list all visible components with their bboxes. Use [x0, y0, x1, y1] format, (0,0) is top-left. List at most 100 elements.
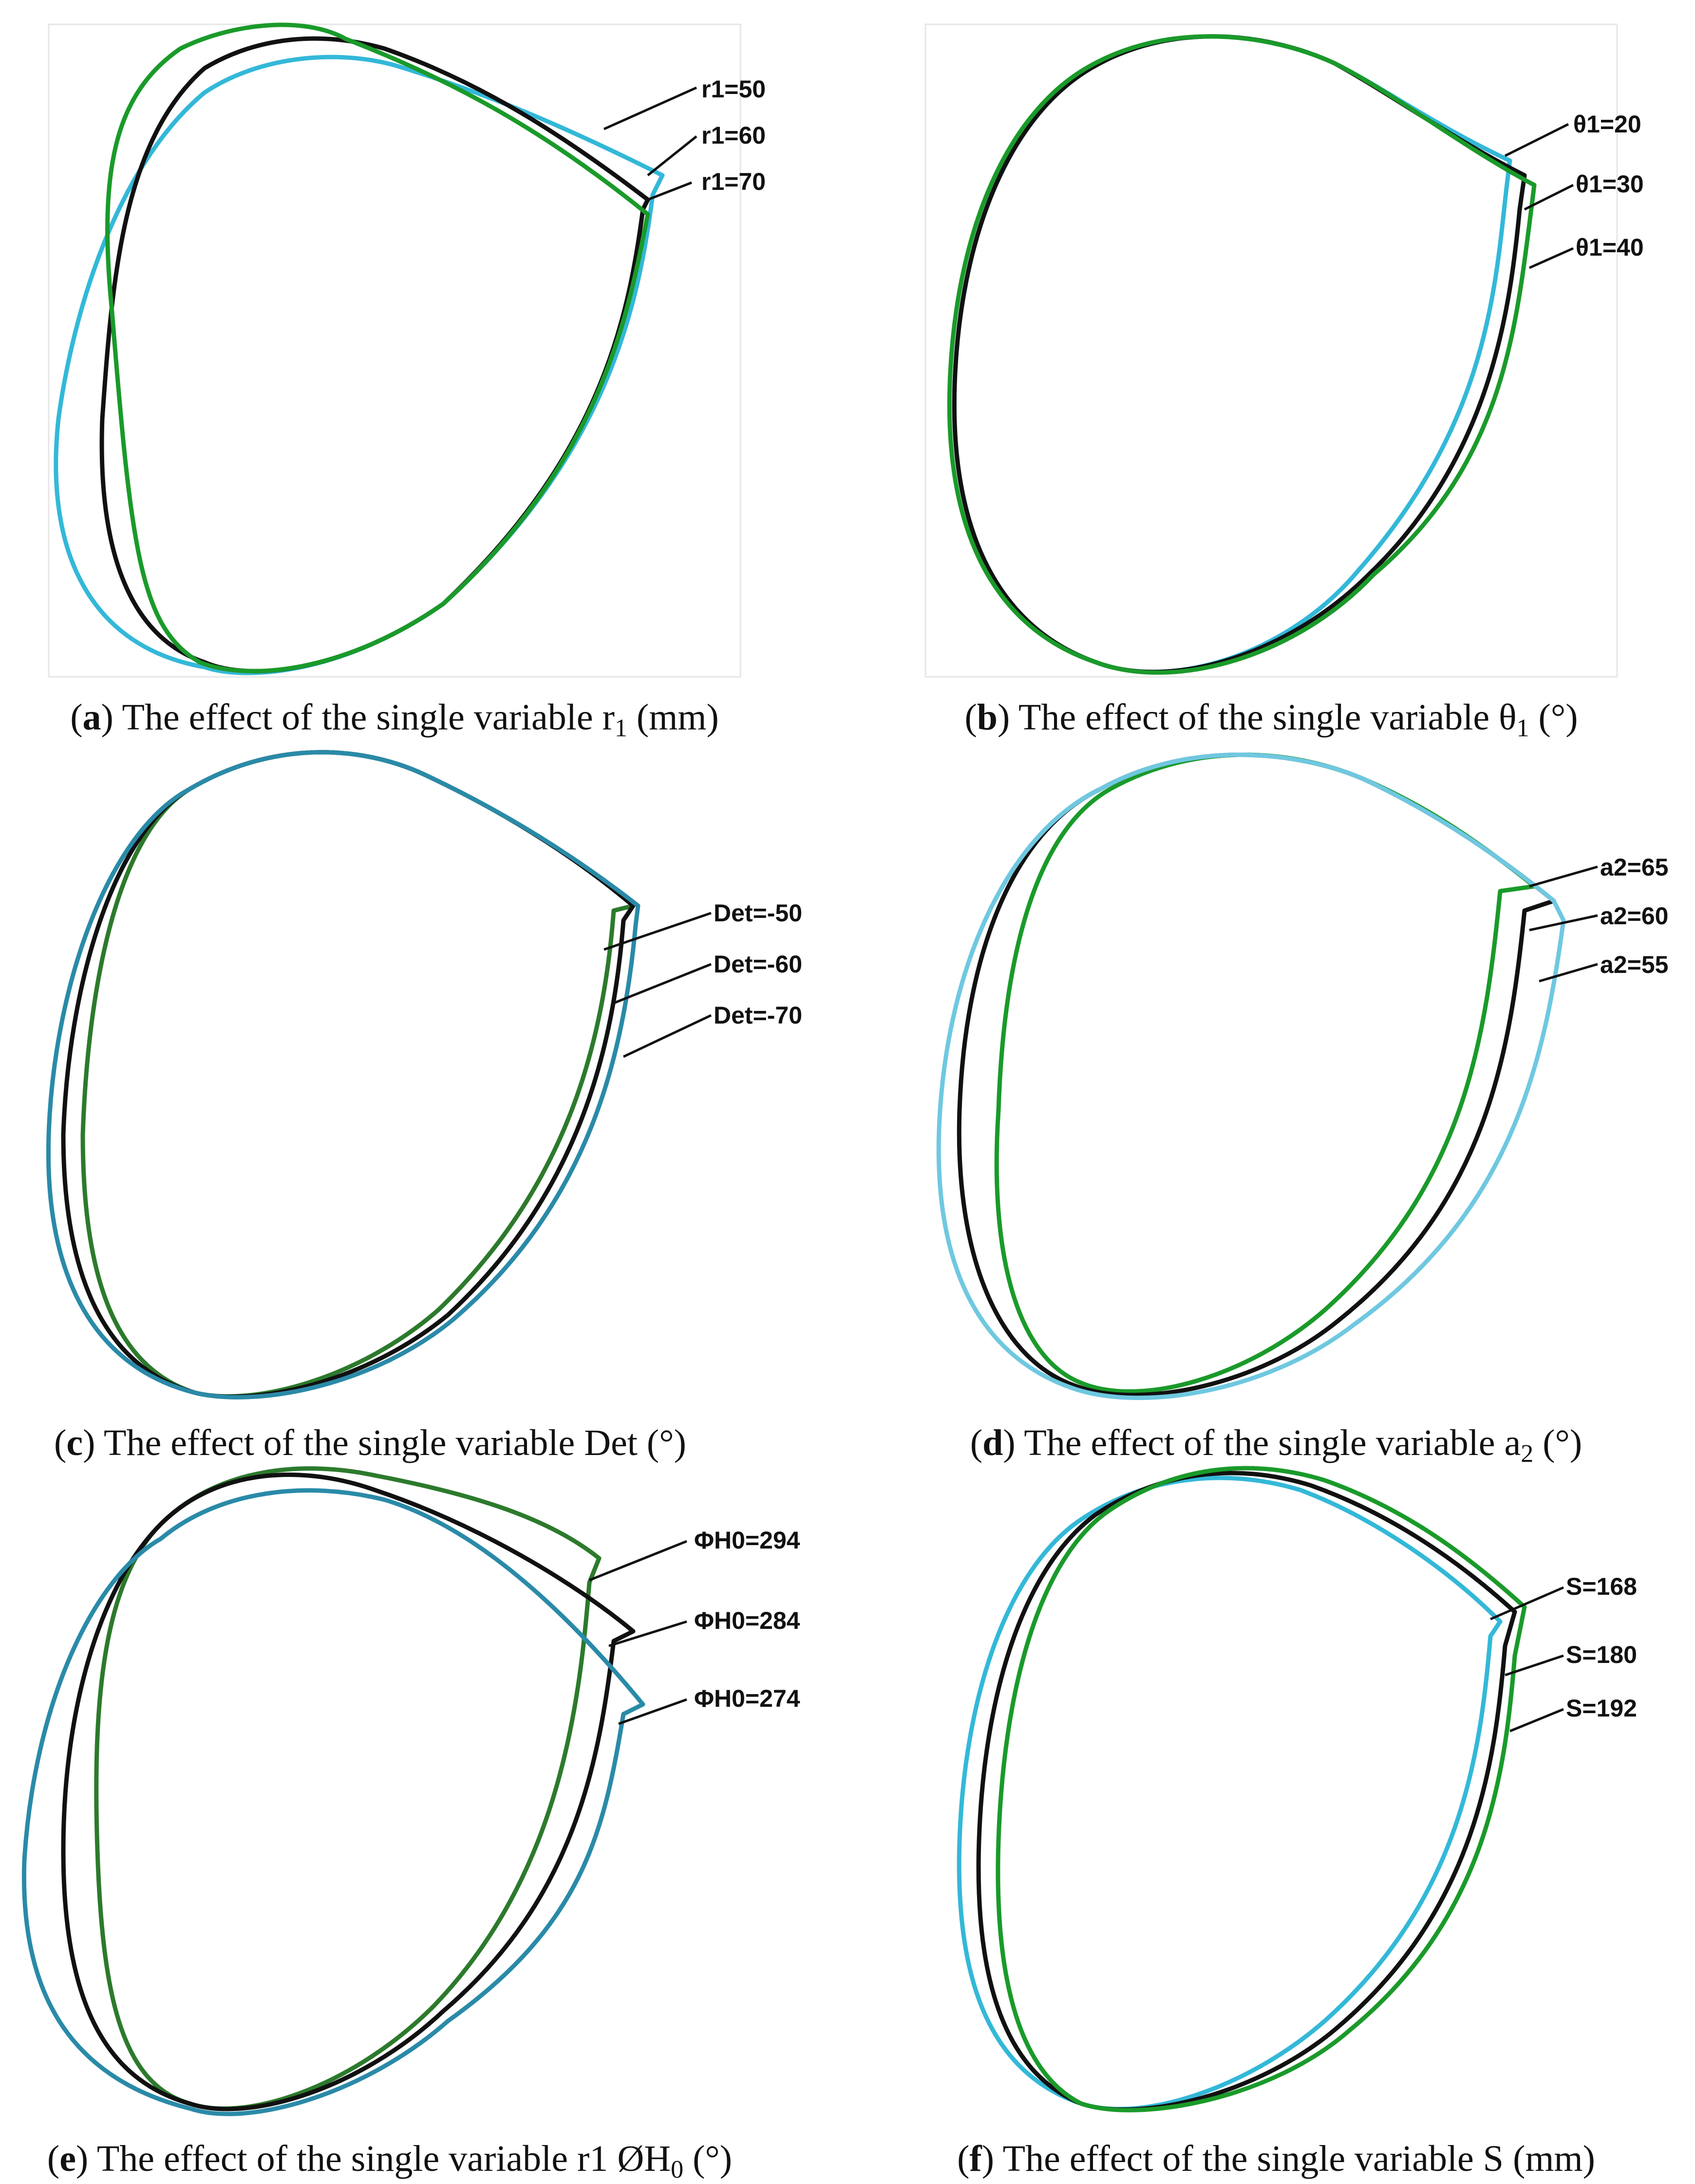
arrow-2	[1529, 914, 1598, 932]
caption-sub: 1	[1516, 714, 1529, 742]
label-2: ΦH0=284	[694, 1607, 800, 1634]
curve-theta-30	[952, 34, 1527, 674]
arrow-2	[647, 135, 697, 176]
caption-letter: d	[982, 1422, 1003, 1463]
arrow-2	[613, 963, 712, 1005]
panel-c: Det=-50 Det=-60 Det=-70 (c) The effect o…	[19, 745, 802, 1463]
panel-e: ΦH0=294 ΦH0=284 ΦH0=274 (e) The effect o…	[15, 1461, 800, 2184]
arrow-1	[1504, 123, 1569, 157]
label-2: θ1=30	[1576, 170, 1644, 198]
caption-symbol: Det	[584, 1422, 638, 1463]
curve-a2-65	[994, 752, 1537, 1394]
panel-a-frame	[48, 23, 741, 678]
panel-d-diagram: a2=65 a2=60 a2=55	[936, 752, 1668, 1400]
curve-r1-60	[99, 36, 650, 673]
curve-a2-60	[957, 752, 1556, 1398]
panel-a-diagram: r1=50 r1=60 r1=70	[48, 22, 766, 678]
caption-symbol: ØH	[617, 2138, 671, 2179]
panel-c-diagram: Det=-50 Det=-60 Det=-70	[46, 750, 802, 1400]
caption-letter: b	[977, 697, 998, 738]
label-3: Det=-70	[714, 1002, 802, 1029]
panel-f: S=168 S=180 S=192 (f) The effect of the …	[925, 1461, 1637, 2179]
caption-unit: (°)	[1529, 697, 1578, 738]
curve-a2-55	[936, 752, 1566, 1400]
caption-b: (b) The effect of the single variable θ1…	[964, 697, 1578, 742]
panel-b: θ1=20 θ1=30 θ1=40 (b) The effect of the …	[921, 19, 1644, 742]
curve-phi-294	[94, 1466, 602, 2111]
label-1: r1=50	[701, 75, 766, 103]
label-3: ΦH0=274	[694, 1685, 800, 1712]
caption-e: (e) The effect of the single variable r1…	[47, 2138, 733, 2184]
panel-e-diagram: ΦH0=294 ΦH0=284 ΦH0=274	[21, 1466, 800, 2116]
label-3: a2=55	[1600, 951, 1668, 978]
caption-letter: a	[82, 697, 101, 738]
label-1: Det=-50	[714, 899, 802, 927]
arrow-3	[647, 181, 692, 201]
panel-f-diagram: S=168 S=180 S=192	[957, 1466, 1637, 2112]
arrow-3	[1528, 247, 1574, 269]
arrow-3	[1539, 963, 1598, 983]
panel-a: r1=50 r1=60 r1=70 (a) The effect of the …	[44, 19, 766, 742]
arrow-2	[1524, 184, 1574, 211]
arrow-2	[1505, 1654, 1564, 1677]
arrow-1	[603, 86, 697, 131]
arrow-1	[589, 1540, 687, 1582]
curve-phi-274	[21, 1488, 645, 2116]
arrow-1	[603, 912, 712, 951]
label-1: S=168	[1566, 1573, 1637, 1600]
label-2: r1=60	[701, 122, 766, 149]
caption-f: (f) The effect of the single variable S …	[957, 2138, 1595, 2179]
caption-letter: f	[969, 2138, 982, 2179]
caption-unit: (°)	[683, 2138, 733, 2179]
label-2: a2=60	[1600, 902, 1668, 930]
caption-unit: (mm)	[627, 697, 719, 738]
label-1: a2=65	[1600, 854, 1668, 881]
curve-theta-40	[947, 34, 1537, 675]
label-1: ΦH0=294	[694, 1527, 800, 1554]
label-2: S=180	[1566, 1641, 1637, 1668]
caption-unit: (°)	[637, 1422, 686, 1463]
caption-sub: 1	[614, 714, 627, 742]
label-3: r1=70	[701, 168, 766, 195]
curve-s-192	[996, 1466, 1527, 2112]
label-3: S=192	[1566, 1695, 1637, 1722]
caption-unit: (mm)	[1504, 2138, 1595, 2179]
caption-text: The effect of the single variable r1	[96, 2138, 618, 2179]
panel-b-diagram: θ1=20 θ1=30 θ1=40	[924, 23, 1644, 678]
curve-det-70	[46, 750, 640, 1400]
arrow-3	[618, 1698, 687, 1725]
caption-c: (c) The effect of the single variable De…	[54, 1422, 686, 1463]
arrow-1	[1490, 1586, 1564, 1621]
caption-sub: 2	[1521, 1440, 1534, 1468]
curve-s-168	[957, 1475, 1503, 2111]
caption-d: (d) The effect of the single variable a2…	[970, 1422, 1582, 1468]
caption-symbol: a	[1504, 1422, 1521, 1463]
panel-d: a2=65 a2=60 a2=55 (d) The effect of the …	[925, 745, 1668, 1468]
caption-letter: c	[66, 1422, 83, 1463]
panel-b-frame	[924, 23, 1618, 678]
arrow-1	[1529, 865, 1598, 888]
caption-symbol: θ	[1499, 697, 1517, 738]
curve-phi-284	[61, 1472, 636, 2111]
caption-text: The effect of the single variable	[122, 697, 603, 738]
label-1: θ1=20	[1573, 111, 1641, 138]
curve-s-180	[976, 1471, 1517, 2112]
caption-sub: 0	[671, 2156, 684, 2184]
label-2: Det=-60	[714, 951, 802, 978]
arrow-2	[608, 1620, 687, 1647]
caption-letter: e	[59, 2138, 76, 2179]
caption-text: The effect of the single variable S	[1002, 2138, 1504, 2179]
curve-det-50	[80, 750, 636, 1399]
arrow-3	[1509, 1708, 1564, 1733]
arrow-3	[622, 1014, 712, 1058]
caption-unit: (°)	[1533, 1422, 1582, 1463]
curve-r1-70	[105, 22, 650, 673]
caption-text: The effect of the single variable	[1018, 697, 1499, 738]
caption-a: (a) The effect of the single variable r1…	[70, 697, 719, 742]
curve-theta-20	[952, 34, 1512, 674]
caption-text: The effect of the single variable	[1024, 1422, 1505, 1463]
caption-text: The effect of the single variable	[104, 1422, 584, 1463]
curve-det-60	[61, 750, 636, 1399]
caption-symbol: r	[602, 697, 615, 738]
label-3: θ1=40	[1576, 234, 1644, 261]
